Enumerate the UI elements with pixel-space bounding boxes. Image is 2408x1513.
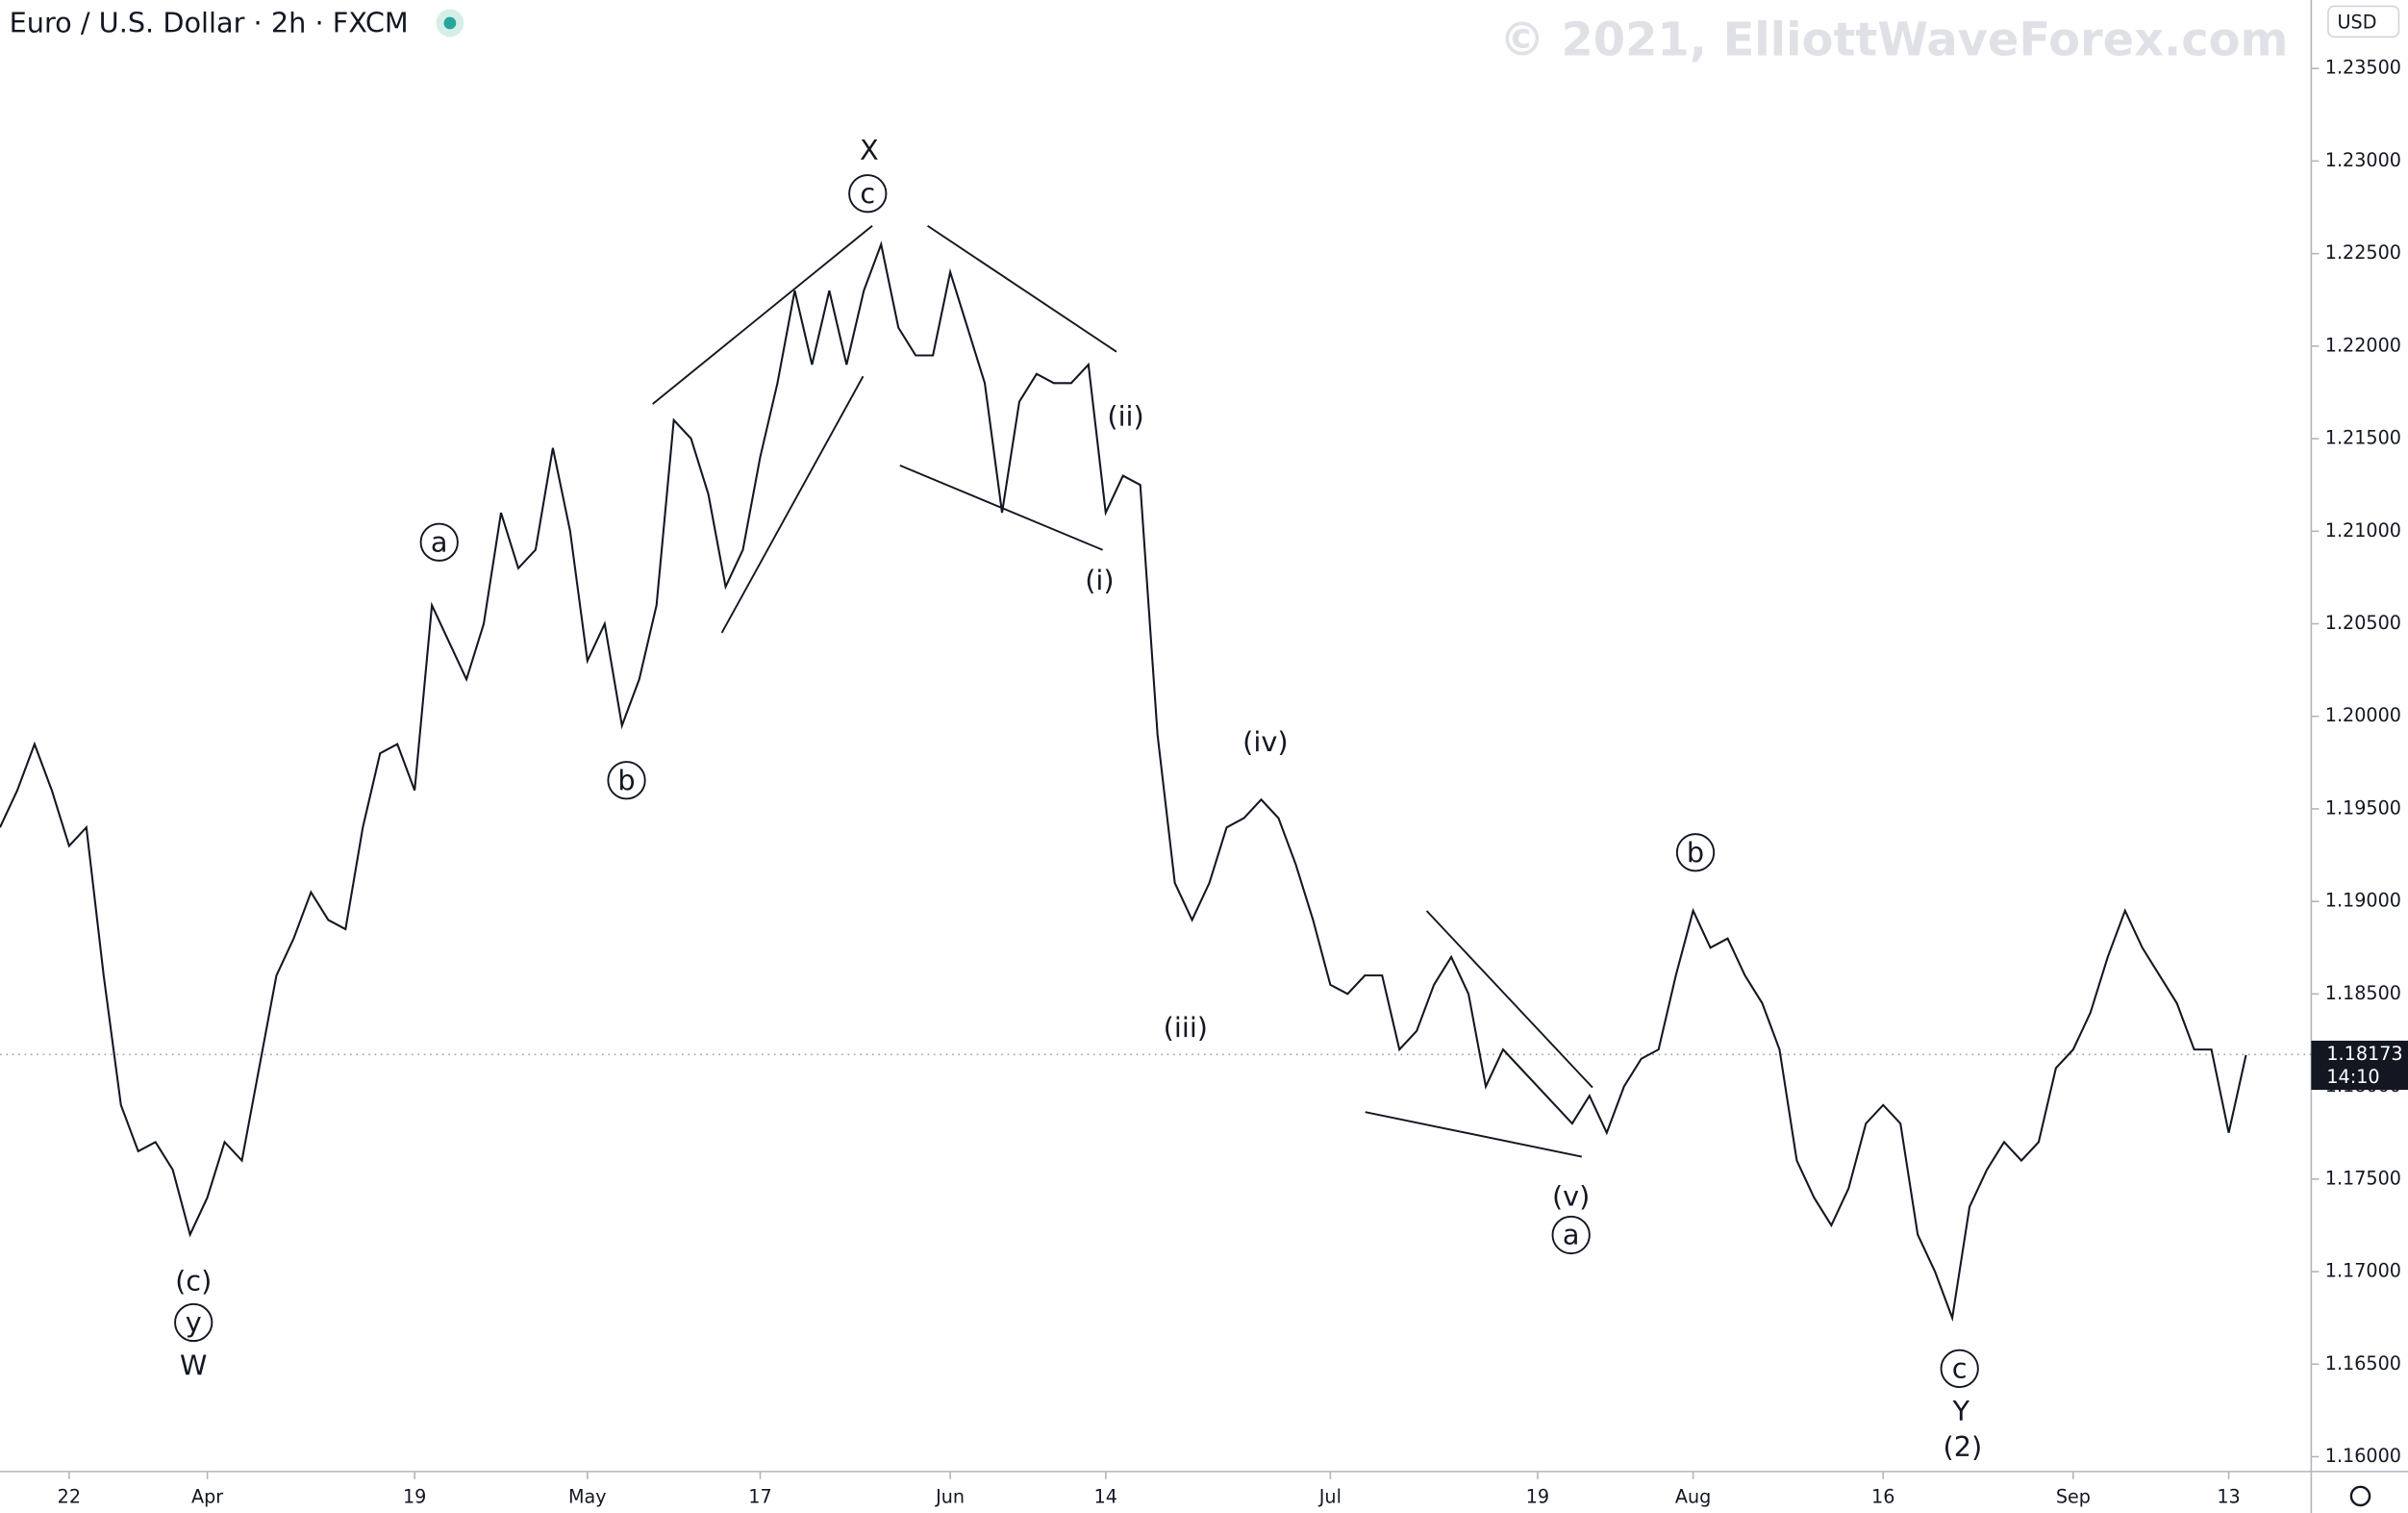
x-tick-label: 16: [1871, 1486, 1894, 1508]
x-tick-label: May: [568, 1486, 607, 1508]
price-line: [0, 240, 2247, 1323]
wave-label: X: [860, 134, 879, 166]
y-tick-label: 1.16000: [2325, 1445, 2401, 1467]
trend-line: [1365, 1111, 1583, 1158]
x-tick-label: 13: [2217, 1486, 2240, 1508]
wave-label: b: [1687, 836, 1704, 869]
y-tick-label: 1.16500: [2325, 1352, 2401, 1374]
wave-label: (i): [1085, 564, 1114, 596]
wave-circle: [1940, 1349, 1979, 1389]
y-tick-label: 1.21500: [2325, 427, 2401, 449]
wave-label: b: [617, 764, 635, 796]
wave-label: a: [431, 525, 448, 558]
y-tick-label: 1.17000: [2325, 1260, 2401, 1282]
x-tick-label: Sep: [2056, 1486, 2091, 1508]
x-tick-label: 17: [748, 1486, 771, 1508]
watermark: © 2021, ElliottWaveForex.com: [1499, 14, 2289, 67]
trend-line: [899, 464, 1103, 551]
wave-label: (iv): [1242, 725, 1288, 758]
wave-label: W: [180, 1349, 207, 1381]
trend-line: [652, 225, 873, 405]
y-tick-label: 1.19500: [2325, 796, 2401, 819]
last-price: 1.18173: [2326, 1043, 2402, 1065]
y-tick-label: 1.19000: [2325, 890, 2401, 912]
trend-line: [1425, 910, 1593, 1089]
x-tick-label: Apr: [191, 1486, 223, 1508]
x-tick-label: 22: [58, 1486, 81, 1508]
currency-button[interactable]: [2327, 5, 2400, 38]
wave-label: (iii): [1164, 1011, 1208, 1044]
wave-circle: [174, 1302, 213, 1343]
chart-title: Euro / U.S. Dollar · 2h · FXCM: [10, 7, 409, 39]
y-tick-label: 1.22000: [2325, 334, 2401, 356]
y-tick-label: 1.21000: [2325, 519, 2401, 542]
price-badge: [2311, 1040, 2408, 1091]
plot: 1.160001.165001.170001.175001.180001.185…: [0, 57, 2401, 1508]
y-tick-label: 1.22500: [2325, 241, 2401, 264]
y-tick-label: 1.18500: [2325, 982, 2401, 1004]
status-dot: [443, 16, 457, 30]
wave-circle: [419, 522, 459, 562]
x-tick-label: Jun: [935, 1486, 965, 1508]
wave-label: (v): [1552, 1180, 1590, 1213]
wave-label: (ii): [1107, 399, 1143, 432]
countdown: 14:10: [2326, 1066, 2379, 1088]
wave-circle: [848, 174, 888, 214]
wave-circle: [1675, 833, 1716, 872]
wave-label: Y: [1952, 1395, 1970, 1427]
wave-circle: [1551, 1215, 1591, 1255]
x-tick-label: 19: [1526, 1486, 1549, 1508]
wave-label: c: [1952, 1351, 1968, 1384]
wave-label: y: [186, 1306, 202, 1339]
y-tick-label: 1.20000: [2325, 704, 2401, 726]
wave-label: c: [860, 177, 875, 210]
x-tick-label: Jul: [1318, 1486, 1342, 1508]
y-tick-label: 1.23500: [2325, 57, 2401, 79]
y-tick-label: 1.23000: [2325, 149, 2401, 171]
y-tick-label: 1.17500: [2325, 1167, 2401, 1189]
x-tick-label: 19: [403, 1486, 426, 1508]
wave-label: (c): [175, 1264, 212, 1297]
trend-line: [927, 224, 1117, 353]
settings-icon[interactable]: [2349, 1485, 2371, 1507]
x-tick-label: Aug: [1675, 1486, 1711, 1508]
x-tick-label: 14: [1094, 1486, 1117, 1508]
wave-label: a: [1563, 1219, 1580, 1251]
trend-line: [720, 375, 865, 634]
wave-circle: [607, 761, 646, 800]
wave-label: (2): [1944, 1430, 1983, 1463]
y-tick-label: 1.20500: [2325, 612, 2401, 634]
currency-label[interactable]: USD: [2338, 11, 2377, 33]
